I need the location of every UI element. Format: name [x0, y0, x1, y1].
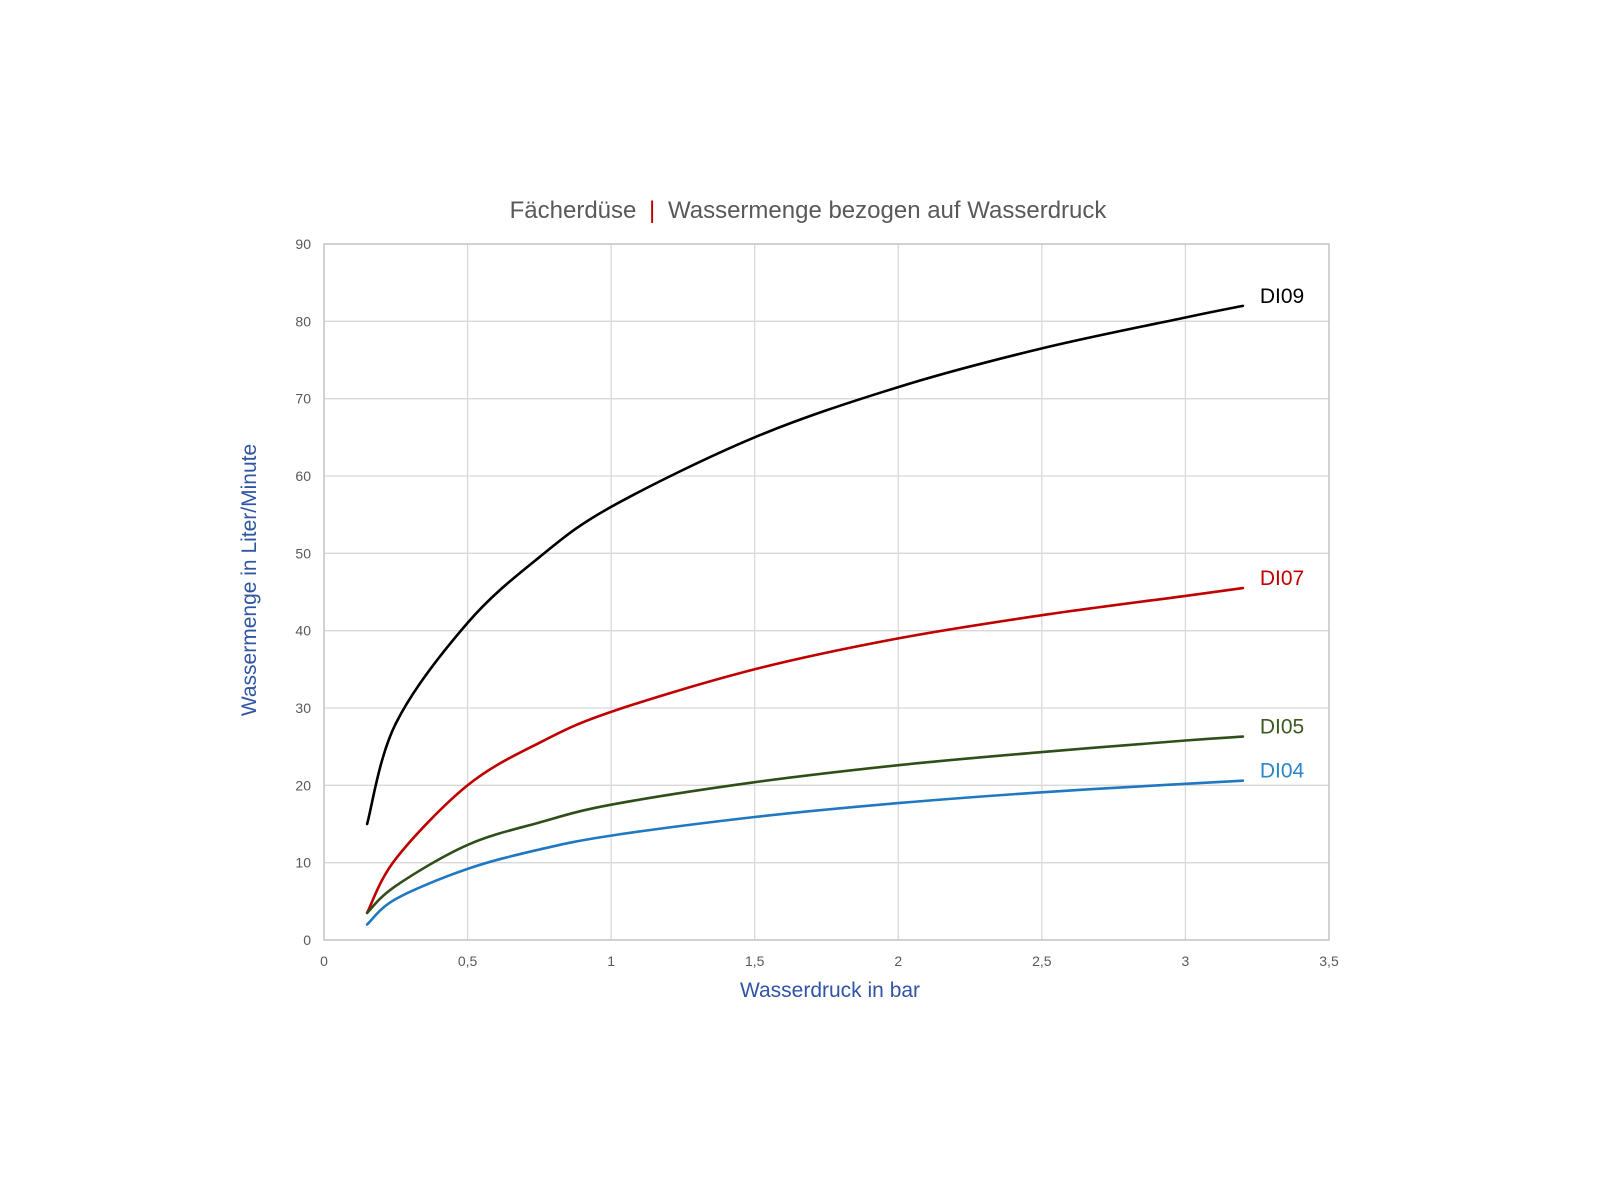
- x-tick-label: 3: [1182, 953, 1190, 969]
- series-label-di04: DI04: [1260, 760, 1305, 783]
- x-tick-label: 1,5: [745, 953, 765, 969]
- x-tick-label: 1: [607, 953, 615, 969]
- y-tick-label: 40: [295, 623, 311, 639]
- series-label-di05: DI05: [1260, 716, 1304, 739]
- series-line-di04: [365, 779, 1245, 926]
- chart-title-part1: Fächerdüse: [510, 197, 637, 224]
- y-tick-label: 60: [295, 468, 311, 484]
- x-tick-label: 0: [320, 953, 328, 969]
- y-tick-label: 80: [295, 313, 311, 329]
- x-axis-title: Wasserdruck in bar: [740, 979, 920, 1002]
- x-tick-label: 2: [894, 953, 902, 969]
- y-tick-label: 0: [303, 932, 311, 948]
- y-tick-label: 20: [295, 777, 311, 793]
- series-line-di05: [365, 735, 1245, 915]
- series-label-di09: DI09: [1260, 285, 1304, 308]
- y-tick-label: 10: [295, 855, 311, 871]
- plot-area-border: [323, 243, 1330, 941]
- series-line-di07: [365, 586, 1245, 915]
- series-labels: DI09 DI07 DI05 DI04: [1260, 285, 1305, 783]
- y-tick-label: 90: [295, 236, 311, 252]
- chart-title: Fächerdüse | Wassermenge bezogen auf Was…: [510, 197, 1108, 224]
- grid: [323, 243, 1330, 941]
- series-line-di09: [365, 304, 1245, 826]
- y-tick-label: 30: [295, 700, 311, 716]
- y-tick-label: 70: [295, 391, 311, 407]
- x-tick-label: 3,5: [1319, 953, 1339, 969]
- chart-title-separator: |: [649, 197, 655, 224]
- series-lines: [365, 304, 1245, 926]
- y-axis-title: Wassermenge in Liter/Minute: [238, 444, 261, 716]
- x-tick-label: 2,5: [1032, 953, 1052, 969]
- y-tick-label: 50: [295, 545, 311, 561]
- axis-ticks: 0 0,5 1 1,5 2 2,5 3 3,5 0 10 20 30 40 50 60 70 80 90: [295, 236, 1339, 969]
- x-tick-label: 0,5: [458, 953, 478, 969]
- series-label-di07: DI07: [1260, 567, 1304, 590]
- chart-title-part2: Wassermenge bezogen auf Wasserdruck: [668, 197, 1107, 224]
